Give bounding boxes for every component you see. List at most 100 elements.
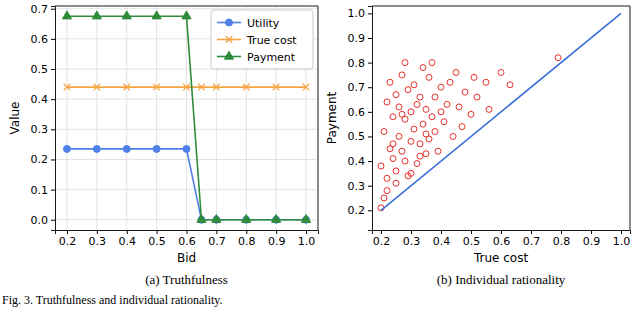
series — [63, 145, 309, 223]
grid-line — [55, 159, 318, 160]
marker — [429, 114, 435, 120]
marker — [183, 145, 190, 152]
tick-mark — [501, 230, 502, 234]
marker — [456, 104, 462, 110]
tick-mark — [621, 230, 622, 234]
tick-label: 0.1 — [31, 184, 49, 197]
tick-label: 0.5 — [148, 235, 166, 248]
tick: 0.2 — [348, 204, 373, 217]
tick-mark — [381, 230, 382, 234]
tick: 0.4 — [118, 230, 135, 248]
marker — [423, 131, 429, 137]
tick-label: 0.7 — [208, 235, 226, 248]
tick-mark — [246, 230, 247, 234]
tick: 0.6 — [31, 33, 56, 46]
marker — [453, 69, 459, 75]
tick-label: 1.0 — [613, 235, 631, 248]
marker — [432, 94, 438, 100]
marker — [303, 84, 310, 91]
tick: 0.8 — [553, 230, 571, 248]
marker — [242, 214, 251, 222]
grid-line — [186, 6, 187, 230]
series — [378, 55, 561, 211]
marker — [474, 94, 480, 100]
marker — [435, 148, 441, 154]
marker — [408, 109, 414, 115]
chart-panel: 0.20.30.40.50.60.70.80.91.00.00.10.20.30… — [8, 3, 319, 287]
tick: 0.9 — [268, 230, 286, 248]
marker — [387, 79, 393, 85]
marker — [123, 145, 130, 152]
tick-mark — [51, 99, 55, 100]
tick: 0.4 — [433, 230, 451, 248]
marker — [408, 170, 414, 176]
tick-mark — [51, 39, 55, 40]
marker — [405, 87, 411, 93]
marker — [396, 133, 402, 139]
tick: 0.7 — [31, 3, 56, 16]
marker — [429, 60, 435, 66]
tick-label: 0.5 — [348, 130, 366, 143]
tick-mark — [368, 63, 372, 64]
tick-label: 0.9 — [268, 235, 286, 248]
axis-line — [56, 231, 319, 235]
line — [67, 149, 306, 220]
marker — [123, 84, 130, 91]
tick-label: 0.9 — [348, 32, 366, 45]
marker — [63, 145, 70, 152]
marker — [213, 84, 220, 91]
tick: 0.2 — [373, 230, 391, 248]
tick-mark — [471, 230, 472, 234]
caption: Fig. 3. Truthfulness and individual rati… — [2, 293, 223, 307]
marker — [393, 180, 399, 186]
marker — [441, 119, 447, 125]
subfigure-title: (a) Truthfulness — [145, 272, 228, 287]
marker — [507, 82, 513, 88]
tick: 0.3 — [348, 180, 373, 193]
marker — [390, 141, 396, 147]
marker — [273, 84, 280, 91]
tick: 0.7 — [348, 81, 373, 94]
grid-line — [55, 189, 318, 190]
tick-label: 0.4 — [433, 235, 451, 248]
subfigure-title: (b) Individual rationality — [437, 272, 566, 287]
marker — [414, 161, 420, 167]
tick-label: 0.8 — [238, 235, 256, 248]
tick-label: 0.3 — [348, 180, 366, 193]
marker — [402, 158, 408, 164]
legend-marker — [224, 51, 233, 59]
marker — [381, 129, 387, 135]
marker — [417, 141, 423, 147]
y-axis-title: Payment — [325, 91, 339, 144]
marker — [243, 84, 250, 91]
grid-line — [55, 8, 318, 9]
line — [381, 13, 621, 210]
tick-mark — [51, 220, 55, 221]
plot-area — [378, 13, 621, 210]
tick: 0.2 — [31, 153, 56, 166]
series — [381, 13, 621, 210]
tick-mark — [591, 230, 592, 234]
tick: 1.0 — [298, 230, 316, 248]
y-axis: 0.20.30.40.50.60.70.80.91.0 — [348, 7, 373, 231]
marker — [384, 175, 390, 181]
marker — [423, 151, 429, 157]
chart-panel: 0.20.30.40.50.60.70.80.91.00.20.30.40.50… — [325, 6, 631, 287]
legend-label: Utility — [247, 17, 280, 30]
tick: 0.5 — [31, 63, 56, 76]
tick-mark — [368, 161, 372, 162]
axis-line — [373, 231, 631, 235]
tick: 0.0 — [31, 214, 56, 227]
tick-mark — [51, 159, 55, 160]
tick-mark — [51, 9, 55, 10]
tick-label: 0.6 — [178, 235, 196, 248]
tick-mark — [368, 38, 372, 39]
marker — [390, 114, 396, 120]
legend-marker — [226, 36, 233, 43]
tick: 0.2 — [59, 230, 77, 248]
marker — [459, 124, 465, 130]
marker — [92, 11, 101, 19]
marker — [423, 106, 429, 112]
tick-mark — [441, 230, 442, 234]
tick: 0.9 — [348, 32, 373, 45]
